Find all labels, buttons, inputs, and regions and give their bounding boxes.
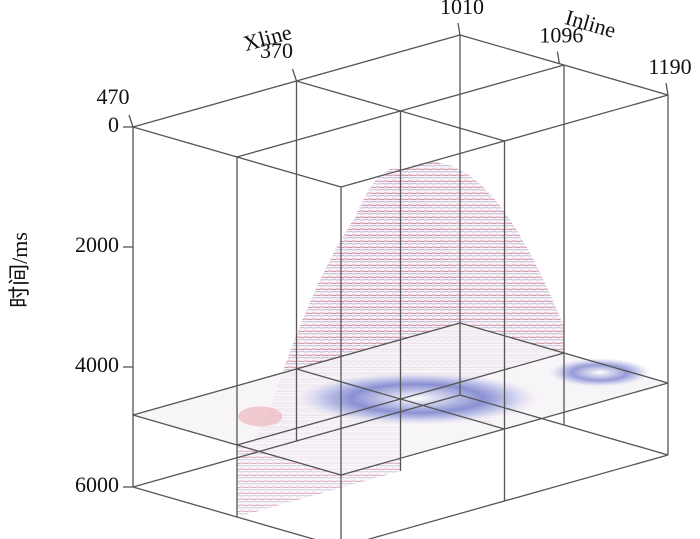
xline-tick-label: 470 xyxy=(97,84,130,109)
inline-tick xyxy=(665,82,669,96)
xline-tick xyxy=(291,68,298,82)
y-tick-label: 4000 xyxy=(75,352,119,377)
slice-edge xyxy=(296,368,505,430)
time-slice-edge xyxy=(238,406,283,427)
inline-tick xyxy=(556,51,561,64)
y-tick-label: 2000 xyxy=(75,232,119,257)
inline-tick-label: 1096 xyxy=(539,23,583,48)
y-tick-label: 6000 xyxy=(75,472,119,497)
y-axis-label: 时间/ms xyxy=(7,232,32,308)
inline-tick xyxy=(457,22,461,36)
inline-tick-label: 1190 xyxy=(648,54,691,79)
volume xyxy=(132,34,669,539)
y-tick-label: 0 xyxy=(108,112,119,137)
time-slice-anomaly xyxy=(296,372,537,425)
inline-tick-label: 1010 xyxy=(440,0,484,19)
time-slice-anomaly xyxy=(549,358,650,387)
xline-tick xyxy=(128,114,134,128)
xline-tick-label: 370 xyxy=(260,38,293,63)
